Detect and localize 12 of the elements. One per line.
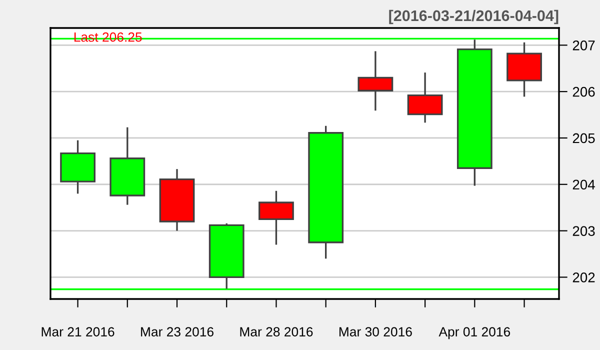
x-tick-label: Apr 01 2016	[438, 327, 510, 340]
y-tick-label: 205	[572, 133, 595, 144]
x-tick-label: Mar 21 2016	[42, 327, 114, 336]
y-tick-label: 202	[572, 272, 595, 282]
x-tick-label: Mar 30 2016	[339, 327, 412, 336]
x-tick-label: Mar 23 2016	[141, 327, 214, 336]
y-tick-label: 206	[572, 86, 595, 97]
y-tick-label: 204	[572, 180, 595, 190]
y-tick-label: 207	[572, 40, 595, 50]
chart-title: [2016-03-21/2016-04-04]	[389, 10, 558, 24]
x-tick-label: Mar 28 2016	[240, 327, 313, 336]
y-tick-label: 203	[572, 226, 595, 236]
